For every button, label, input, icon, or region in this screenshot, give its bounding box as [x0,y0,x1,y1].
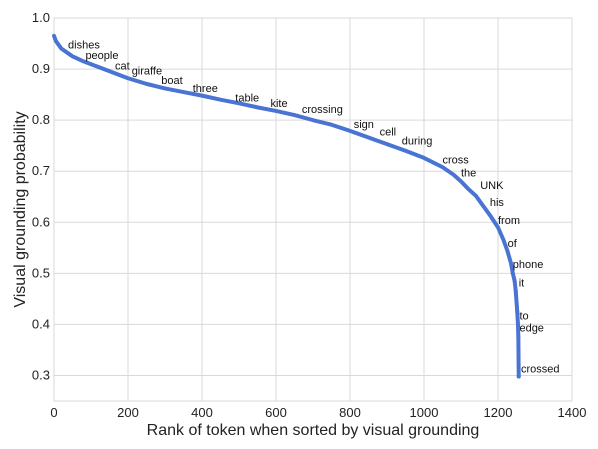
data-point [515,322,520,327]
word-annotation: phone [513,259,544,271]
x-tick-label: 1400 [558,405,587,420]
word-annotation: cat [115,61,130,73]
word-annotation: during [402,136,433,148]
word-annotation: crossed [521,363,560,375]
data-point [510,271,515,276]
word-annotation: his [490,197,505,209]
data-point [512,278,517,283]
word-annotation: table [235,93,259,105]
word-annotation: edge [519,323,543,335]
x-tick-label: 0 [50,405,57,420]
word-annotation: people [85,50,118,62]
tick-labels: 0 200 400 600 800 1000 1200 1400 0.3 0.4 0.5 0.6 0.7… [32,10,587,420]
word-annotation: cell [380,126,397,138]
x-tick-label: 1000 [410,405,439,420]
word-annotation: of [508,238,518,250]
y-tick-label: 0.5 [32,265,50,280]
series-line [52,33,521,379]
word-annotation: cross [443,155,470,167]
word-annotation: sign [354,119,374,131]
y-axis-label: Visual grounding probability [12,111,29,307]
word-annotation: from [498,215,520,227]
x-axis-label: Rank of token when sorted by visual grou… [147,422,480,439]
data-point [515,309,520,314]
word-annotation: giraffe [132,66,162,78]
data-point [513,289,518,294]
y-tick-label: 0.6 [32,214,50,229]
word-annotation: dishes [68,40,100,52]
x-tick-label: 400 [191,405,213,420]
y-tick-label: 1.0 [32,10,50,25]
word-annotation: the [461,167,476,179]
word-annotation: kite [270,98,287,110]
word-annotation: boat [161,75,182,87]
x-tick-label: 600 [265,405,287,420]
y-tick-label: 0.9 [32,61,50,76]
word-annotation: it [519,278,525,290]
series-polyline [52,33,521,379]
x-tick-label: 800 [339,405,361,420]
data-point [514,299,519,304]
word-annotation: UNK [480,180,504,192]
grid [53,17,573,402]
y-tick-label: 0.3 [32,367,50,382]
word-annotation: to [519,310,528,322]
y-tick-label: 0.7 [32,163,50,178]
y-tick-label: 0.4 [32,316,50,331]
data-point [516,335,521,340]
y-tick-label: 0.8 [32,112,50,127]
x-tick-label: 1200 [484,405,513,420]
data-point [516,374,521,379]
word-annotation: crossing [302,104,343,116]
x-tick-label: 200 [117,405,139,420]
word-annotation: three [193,83,218,95]
